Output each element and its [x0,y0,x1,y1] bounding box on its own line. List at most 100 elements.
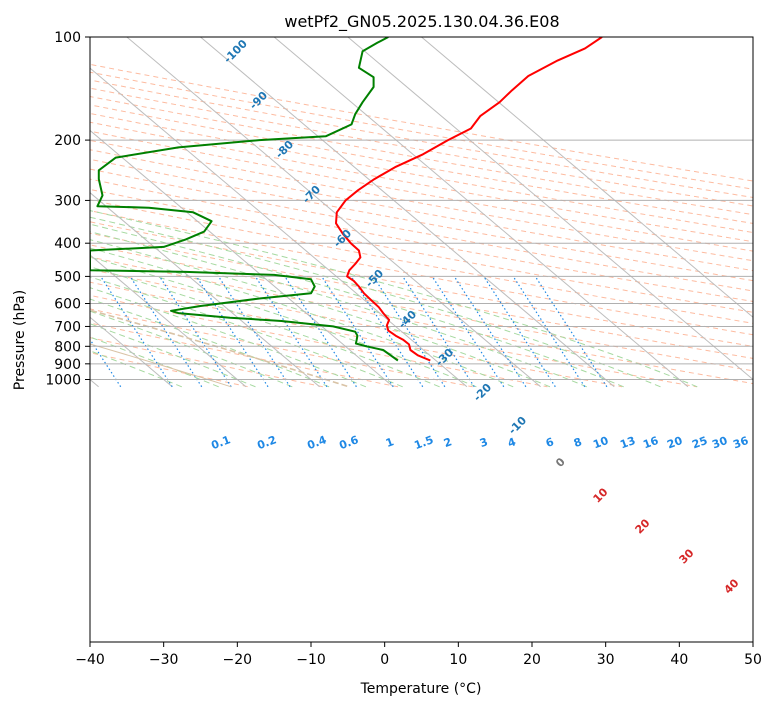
x-tick-label: −20 [223,652,253,668]
isotherm-line [90,192,320,388]
mixing-ratio-label: 25 [690,434,709,451]
data-series [90,37,603,362]
mixing-ratio-label: 1 [384,435,396,450]
dry-adiabat-line [90,352,249,388]
dry-adiabat-line [90,178,753,302]
moist-adiabat-line [90,276,403,388]
dry-adiabat-line [90,337,324,388]
isotherm-line [126,37,541,388]
mixing-ratio-label: 3 [478,435,490,450]
y-tick-label: 800 [54,339,81,355]
mixing-ratio-label: 10 [591,434,610,452]
mixing-ratio-label: 0.1 [209,433,232,452]
moist-adiabat-line [90,310,293,388]
mixing-ratio-label: 0.2 [255,433,278,452]
dry-adiabat-line [90,79,753,198]
y-tick-label: 200 [54,133,81,149]
dry-adiabat-line [90,244,753,372]
isotherm-label: -50 [363,267,386,290]
dry-adiabat-line [90,130,753,252]
isotherm-label: -10 [506,414,529,437]
y-tick-label: 300 [54,193,81,209]
isotherm-line [347,37,753,381]
dry-adiabat-line [90,232,753,359]
dry-adiabat-line [90,149,753,272]
mixing-ratio-label: 30 [710,434,729,452]
isotherm-label: -60 [331,227,354,250]
dewpoint-profile-line [90,37,399,362]
chart-title: wetPf2_GN05.2025.130.04.36.E08 [284,12,559,32]
x-tick-label: 50 [744,652,762,668]
isotherm-line [90,316,173,388]
isotherm-line [90,67,468,388]
dry-adiabat-line [90,188,753,313]
x-tick-label: −10 [296,652,326,668]
moist-adiabat-label: 0 [553,455,568,470]
x-tick-label: 10 [449,652,467,668]
plot-frame [89,36,754,643]
x-tick-label: −40 [75,652,105,668]
y-tick-label: 100 [54,30,81,46]
moist-adiabat-label: 40 [722,576,742,596]
moist-adiabat-label: 10 [591,485,611,505]
mixing-ratio-label: 0.6 [337,433,360,452]
mixing-ratio-label: 16 [641,434,660,452]
moist-adiabat-line [90,210,698,388]
mixing-ratio-label: 8 [572,435,584,450]
isotherm-line [273,37,689,388]
dry-adiabat-line [90,308,473,388]
dry-adiabat-line [90,139,753,262]
y-tick-label: 400 [54,236,81,252]
isotherm-line [421,37,753,318]
isotherm-label: -20 [471,381,494,404]
y-axis-title: Pressure (hPa) [12,290,28,390]
curved-reference-line [90,309,350,388]
x-tick-label: −30 [149,652,179,668]
mixing-ratio-label: 6 [544,435,556,450]
y-tick-label: 600 [54,297,81,313]
mixing-ratio-label: 36 [731,434,750,452]
y-tick-label: 900 [54,357,81,373]
dry-adiabat-line [90,199,753,324]
mixing-ratio-label: 13 [618,434,637,451]
moist-adiabat-label: 30 [677,546,697,566]
mixing-ratio-label: 20 [665,434,684,452]
mixing-ratio-line [453,276,527,388]
isotherm-line [200,37,615,388]
line-labels: -100-90-80-70-60-50-40-30-20-100.1 0.2 0.4… [209,37,750,597]
y-tick-label: 500 [54,269,81,285]
isotherm-label: -100 [221,37,250,66]
isotherm-label: -90 [247,89,270,112]
mixing-ratio-label: 1.5 [412,433,435,452]
dry-adiabat-line [90,121,753,243]
mixing-ratio-label: 0.4 [305,433,328,452]
dry-adiabat-line [90,104,753,224]
moist-adiabat-line [90,323,256,388]
dry-adiabat-line [90,221,753,347]
dry-adiabat-line [90,268,697,388]
pressure-grid-lines [90,36,753,380]
mixing-ratio-line [402,276,475,388]
dry-adiabat-line [90,158,753,282]
temperature-profile-line [335,37,603,362]
mixing-ratio-label: 4 [506,435,518,450]
dry-adiabat-line [90,168,753,292]
mixing-ratio-label: 2 [442,435,454,450]
dry-adiabat-line [90,87,753,207]
y-tick-label: 700 [54,319,81,335]
moist-adiabat-label: 20 [633,516,653,536]
moist-adiabat-line [90,216,661,388]
plot-background [90,37,753,388]
moist-adiabat-line [90,223,624,388]
dry-adiabat-line [90,210,753,336]
dry-adiabat-line [90,96,753,216]
dry-adiabat-line [90,294,548,388]
x-axis-title: Temperature (°C) [360,681,482,697]
dry-adiabat-line [90,112,753,234]
curved-reference-line [90,343,232,388]
x-tick-label: 0 [380,652,389,668]
moist-adiabat-line [90,239,551,388]
x-tick-label: 20 [523,652,541,668]
